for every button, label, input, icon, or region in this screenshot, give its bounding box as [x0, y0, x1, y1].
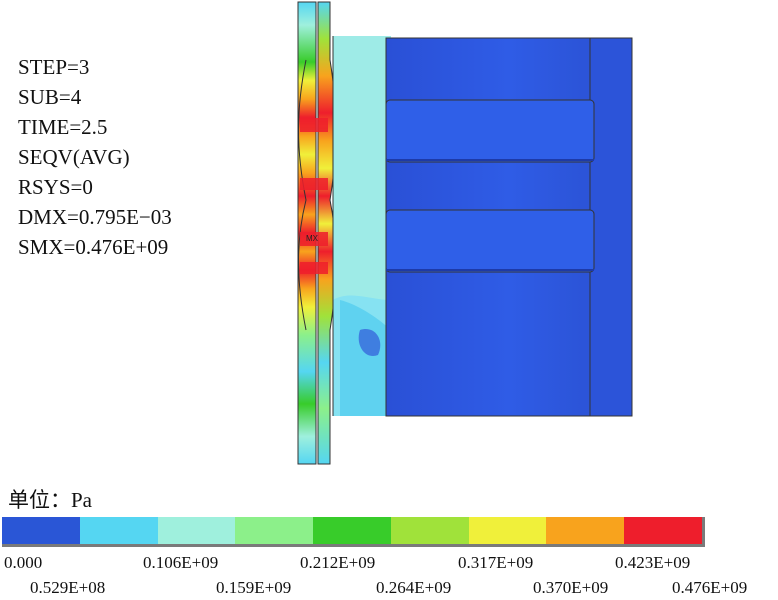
legend-label-top: 0.212E+09 — [300, 553, 376, 572]
legend-swatch — [313, 517, 391, 544]
legend-label-bottom: 0.159E+09 — [216, 578, 292, 597]
legend-label-top: 0.000 — [4, 553, 43, 572]
legend-colorbar — [2, 517, 705, 547]
ring-lower — [385, 209, 595, 273]
legend-label-top: 0.317E+09 — [458, 553, 534, 572]
rsys-label: RSYS=0 — [18, 175, 93, 199]
legend-swatch — [390, 517, 469, 544]
legend-label-top: 0.423E+09 — [615, 553, 691, 572]
legend-swatch — [235, 517, 314, 544]
step-label: STEP=3 — [18, 55, 90, 79]
legend-label-bottom: 0.476E+09 — [672, 578, 748, 597]
fea-contour-plot: MX — [297, 1, 633, 465]
ring-upper — [385, 99, 595, 163]
legend-swatch — [79, 517, 158, 544]
max-marker: MX — [306, 234, 319, 243]
time-label: TIME=2.5 — [18, 115, 108, 139]
legend-label-bottom: 0.529E+08 — [30, 578, 106, 597]
result-type-label: SEQV(AVG) — [18, 145, 130, 169]
legend-swatch — [546, 517, 625, 544]
result-info-block: STEP=3 SUB=4 TIME=2.5 SEQV(AVG) RSYS=0 D… — [18, 52, 172, 262]
substep-label: SUB=4 — [18, 85, 82, 109]
legend-label-bottom: 0.370E+09 — [533, 578, 609, 597]
dmx-label: DMX=0.795E−03 — [18, 205, 172, 229]
legend-swatch — [468, 517, 547, 544]
legend-label-top: 0.106E+09 — [143, 553, 219, 572]
legend-unit-label: 单位：Pa — [8, 488, 92, 512]
legend-swatch — [2, 517, 80, 544]
legend-swatch — [157, 517, 236, 544]
smx-label: SMX=0.476E+09 — [18, 235, 169, 259]
legend-label-bottom: 0.264E+09 — [376, 578, 452, 597]
legend-swatch — [624, 517, 703, 544]
